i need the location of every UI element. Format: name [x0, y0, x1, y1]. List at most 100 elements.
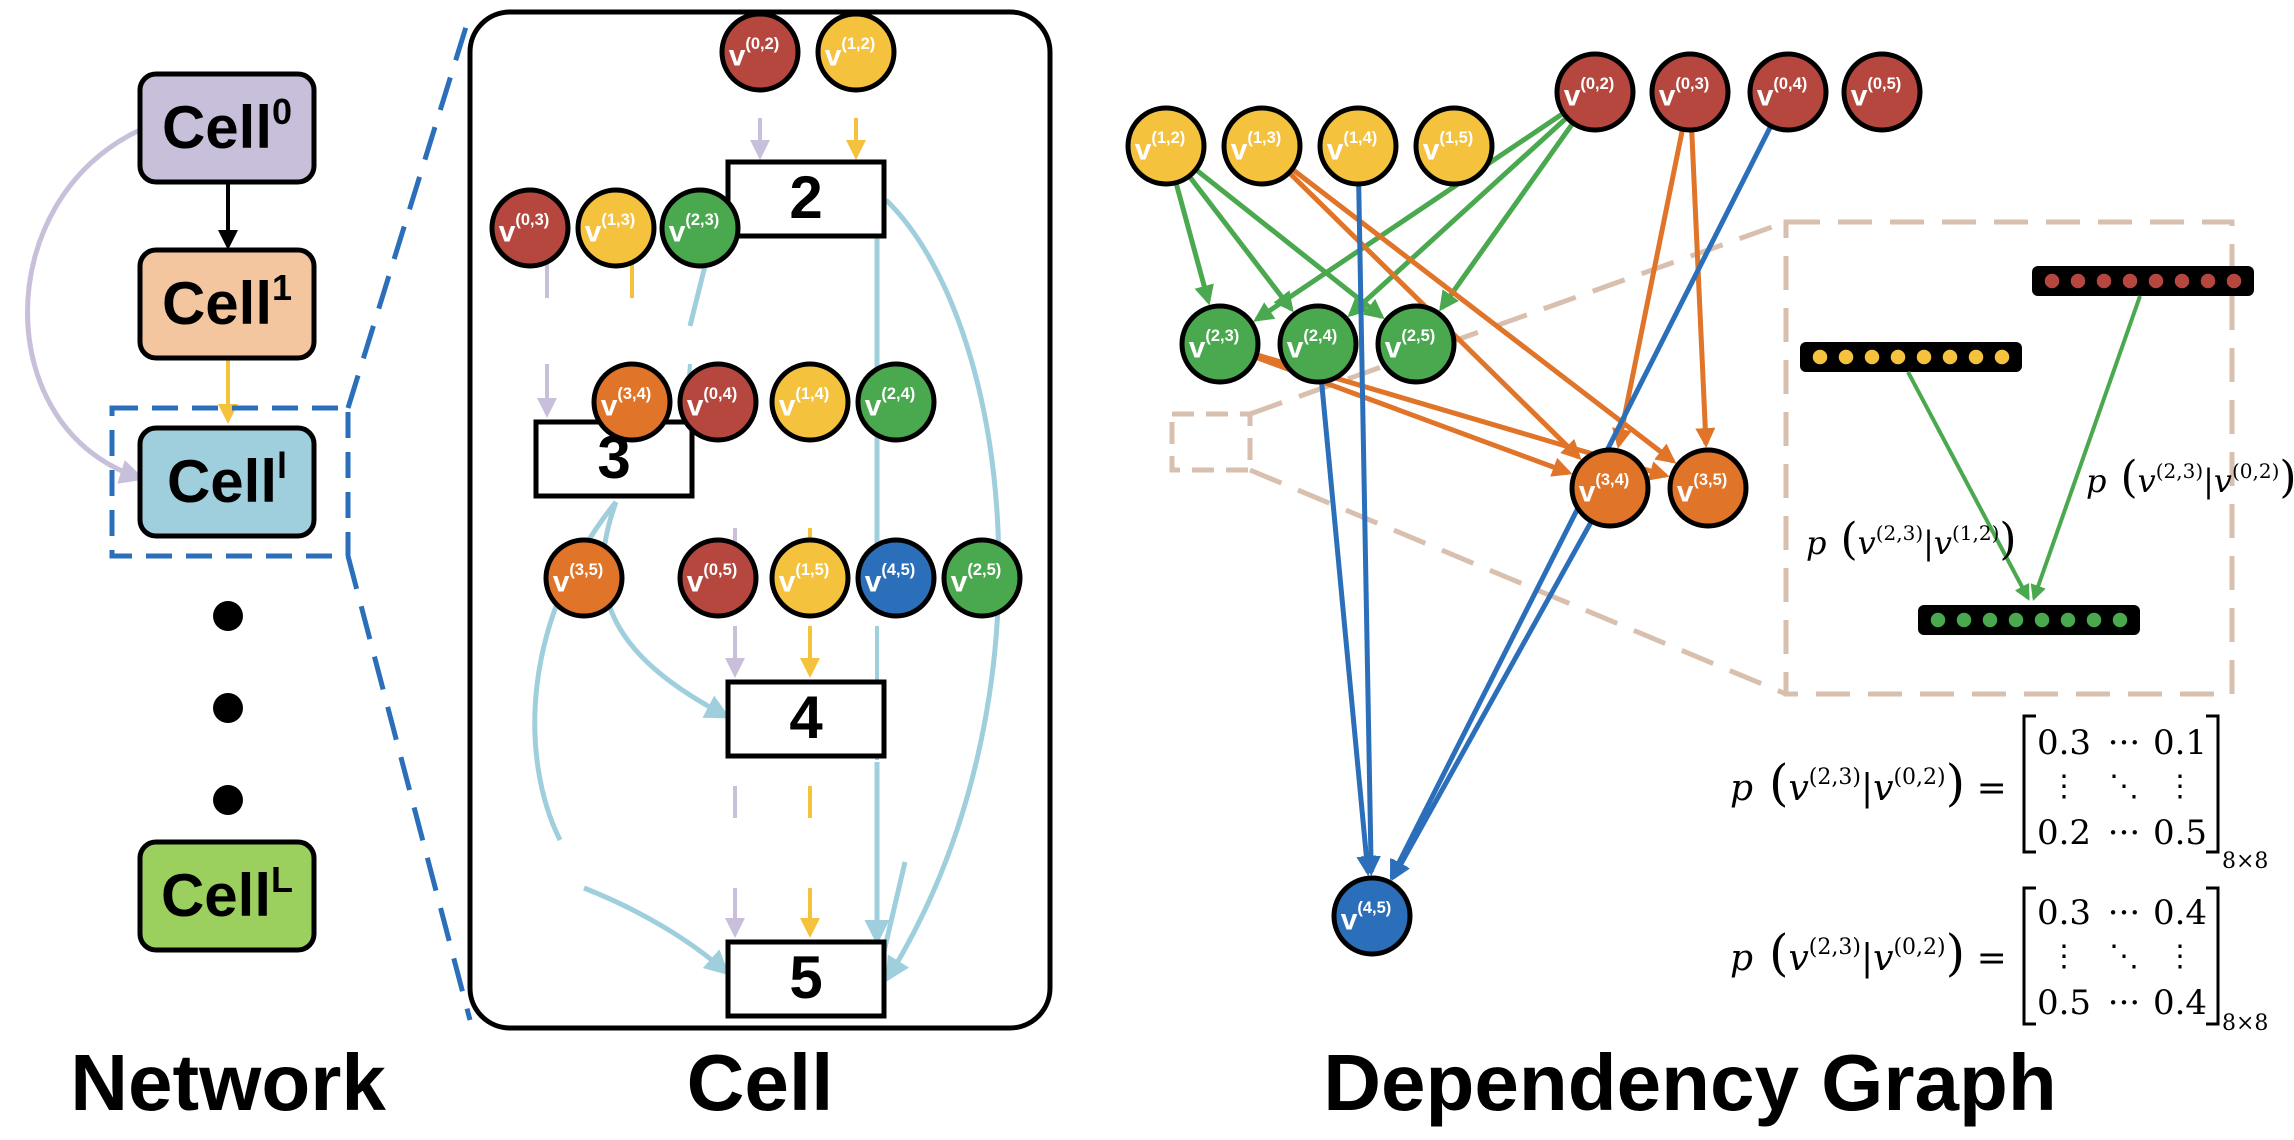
- svg-text:⋮⋱⋮: ⋮ ⋱ ⋮: [2049, 769, 2195, 804]
- svg-text:v(2,5): v(2,5): [1385, 327, 1436, 365]
- svg-text:v(2,3): v(2,3): [1189, 327, 1240, 365]
- node-v04[interactable]: v(0,4): [677, 361, 759, 443]
- svg-text:0.5···0.4: 0.5 ··· 0.4: [2037, 983, 2207, 1023]
- vector-element: [1966, 347, 1986, 367]
- svg-text:v(3,5): v(3,5): [1677, 471, 1728, 509]
- node-v45[interactable]: v(4,5): [1331, 875, 1413, 957]
- network-cell-l[interactable]: Celll: [137, 425, 317, 539]
- inset-vector-green: [1918, 605, 2140, 635]
- network-skip-edge: [25, 127, 145, 484]
- vector-element: [2146, 271, 2166, 291]
- node-v05[interactable]: v(0,5): [677, 537, 759, 619]
- ellipsis-dot: [213, 693, 243, 723]
- node-v35[interactable]: v(3,5): [543, 537, 625, 619]
- vector-element: [1980, 610, 2000, 630]
- vector-element: [1888, 347, 1908, 367]
- svg-text:v(1,5): v(1,5): [779, 561, 830, 599]
- cell-op-5[interactable]: 5: [725, 939, 887, 1019]
- svg-text:Cell1: Cell1: [162, 267, 292, 337]
- svg-text:2: 2: [789, 164, 822, 231]
- network-cell-0[interactable]: Cell0: [137, 71, 317, 185]
- graph-zoom-line: [1249, 467, 1787, 697]
- node-v14[interactable]: v(1,4): [769, 361, 851, 443]
- node-v23[interactable]: v(2,3): [659, 187, 741, 269]
- cell-edge: [583, 885, 730, 976]
- svg-text:v(4,5): v(4,5): [1341, 899, 1392, 937]
- vector-element: [1862, 347, 1882, 367]
- vector-element: [1928, 610, 1948, 630]
- graph-edge: [1187, 174, 1294, 313]
- node-v15[interactable]: v(1,5): [769, 537, 851, 619]
- node-v25[interactable]: v(2,5): [941, 537, 1023, 619]
- inset-vector-yellow: [1800, 342, 2022, 372]
- svg-text:v(0,4): v(0,4): [1757, 75, 1808, 113]
- node-v35[interactable]: v(3,5): [1667, 447, 1749, 529]
- node-v03[interactable]: v(0,3): [1649, 51, 1731, 133]
- cell-nodes: v(0,2) v(1,2) v(0,3) v(1,3) v(2,3) v(3,4) v(0,…: [489, 11, 1023, 619]
- node-v12[interactable]: v(1,2): [1125, 105, 1207, 187]
- vector-element: [2120, 271, 2140, 291]
- node-v15[interactable]: v(1,5): [1413, 105, 1495, 187]
- inset-edge: [1906, 371, 2030, 601]
- node-v14[interactable]: v(1,4): [1317, 105, 1399, 187]
- ellipsis-dot: [213, 785, 243, 815]
- node-v34[interactable]: v(3,4): [1569, 447, 1651, 529]
- svg-text:8×8: 8×8: [2222, 849, 2268, 874]
- node-v05[interactable]: v(0,5): [1841, 51, 1923, 133]
- node-v13[interactable]: v(1,3): [1221, 105, 1303, 187]
- vector-element: [1836, 347, 1856, 367]
- svg-text:0.2···0.5: 0.2 ··· 0.5: [2037, 813, 2207, 853]
- svg-text:0.3···0.4: 0.3 ··· 0.4: [2037, 893, 2207, 933]
- cell-edge: [600, 501, 731, 719]
- svg-text:⋮⋱⋮: ⋮ ⋱ ⋮: [2049, 939, 2195, 974]
- equation-2: p (v(2,3)|v(0,2)) = 0.3 ··· 0.4 ⋮ ⋱ ⋮ 0.5 ···…: [1730, 886, 2268, 1036]
- vector-element: [2032, 610, 2052, 630]
- vector-element: [2006, 610, 2026, 630]
- dependency-graph-panel: v(0,2) v(0,3) v(0,4) v(0,5) v(1,2) v(1,3) v(1,…: [1125, 51, 2294, 1127]
- zoom-line-bottom: [345, 555, 473, 1021]
- vector-element: [2084, 610, 2104, 630]
- graph-zoom-source: [1169, 411, 1253, 473]
- cell-op-4[interactable]: 4: [725, 679, 887, 759]
- node-v02[interactable]: v(0,2): [1554, 51, 1636, 133]
- svg-text:v(1,3): v(1,3): [1231, 129, 1282, 167]
- network-caption: Network: [70, 1038, 386, 1127]
- svg-text:v(1,2): v(1,2): [825, 35, 876, 73]
- graph-edge: [1347, 115, 1569, 318]
- node-v23[interactable]: v(2,3): [1179, 303, 1261, 385]
- svg-text:0.3···0.1: 0.3 ··· 0.1: [2037, 723, 2207, 763]
- vector-element: [2042, 271, 2062, 291]
- node-v24[interactable]: v(2,4): [1277, 303, 1359, 385]
- node-v03[interactable]: v(0,3): [489, 187, 571, 269]
- node-v24[interactable]: v(2,4): [855, 361, 937, 443]
- graph-edge: [1391, 519, 1594, 882]
- svg-text:v(1,4): v(1,4): [779, 385, 830, 423]
- svg-text:CellL: CellL: [161, 859, 293, 929]
- svg-text:v(1,4): v(1,4): [1327, 129, 1378, 167]
- node-v12[interactable]: v(1,2): [815, 11, 897, 93]
- node-v34[interactable]: v(3,4): [591, 361, 673, 443]
- node-v45[interactable]: v(4,5): [855, 537, 937, 619]
- vector-element: [1914, 347, 1934, 367]
- node-v04[interactable]: v(0,4): [1747, 51, 1829, 133]
- zoom-line-top: [345, 13, 473, 409]
- inset-vector-red: [2032, 266, 2254, 296]
- svg-text:v(0,5): v(0,5): [687, 561, 738, 599]
- svg-text:v(2,3): v(2,3): [669, 211, 720, 249]
- vector-element: [2110, 610, 2130, 630]
- svg-text:v(1,5): v(1,5): [1423, 129, 1474, 167]
- network-cell-1[interactable]: Cell1: [137, 247, 317, 361]
- inset-label-p-23-12: p (v(2,3)|v(1,2)): [1806, 514, 2017, 565]
- svg-text:v(0,5): v(0,5): [1851, 75, 1902, 113]
- node-v02[interactable]: v(0,2): [719, 11, 801, 93]
- node-v13[interactable]: v(1,3): [575, 187, 657, 269]
- graph-inset-frame: [1783, 219, 2235, 697]
- svg-text:v(1,2): v(1,2): [1135, 129, 1186, 167]
- inset-edge: [2030, 295, 2142, 602]
- node-v25[interactable]: v(2,5): [1375, 303, 1457, 385]
- cell-panel: 2 3 4 5 v(0,2) v(1,2)v(0,3) v(1,3) v(2,3)v(…: [467, 9, 1053, 1127]
- inset-label-p-23-02: p (v(2,3)|v(0,2)): [2086, 452, 2294, 503]
- network-cell-L[interactable]: CellL: [137, 839, 317, 953]
- network-cell-l-highlight: [109, 405, 351, 559]
- cell-op-2[interactable]: 2: [725, 159, 887, 239]
